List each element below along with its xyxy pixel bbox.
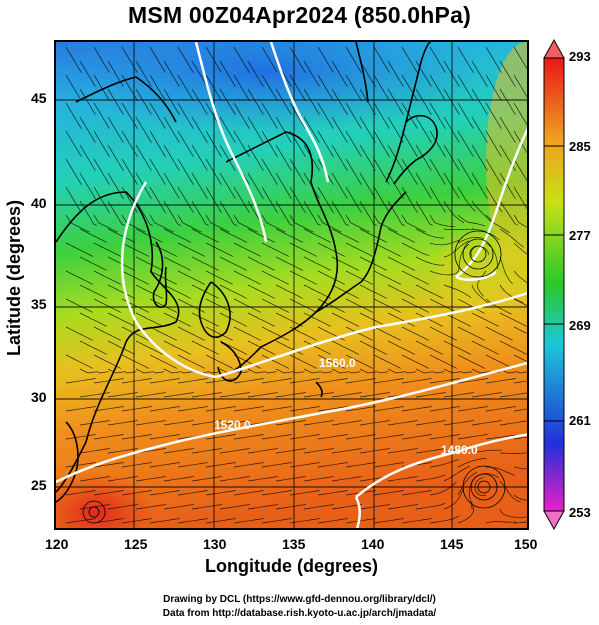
geopotential-contours [56,42,527,528]
x-tick-150: 150 [514,536,538,552]
x-tick-130: 130 [203,536,227,552]
colorbar-tick-253: 253 [569,505,591,520]
colorbar-max-arrow [543,38,565,59]
x-axis-label: Longitude (degrees) [204,556,378,576]
x-tick-145: 145 [440,536,464,552]
temperature-field: 1560.0 1520.0 1480.0 [56,42,527,528]
contour-label-1520: 1520.0 [214,418,251,432]
y-axis-label: Latitude (degrees) [4,199,24,357]
credit-line-1: Drawing by DCL (https://www.gfd-dennou.o… [163,594,436,605]
y-tick-45: 45 [31,90,47,106]
colorbar-tick-293: 293 [569,49,591,64]
colorbar-tick-277: 277 [569,228,591,243]
x-tick-125: 125 [124,536,148,552]
credit-line-2: Data from http://database.rish.kyoto-u.a… [162,608,437,619]
coastlines [56,42,438,503]
colorbar-tick-261: 261 [569,413,591,428]
y-tick-40: 40 [31,195,47,211]
x-tick-120: 120 [45,536,69,552]
colorbar-min-arrow [543,510,565,531]
colorbar [543,38,565,531]
y-tick-35: 35 [31,296,47,312]
map-panel: 1560.0 1520.0 1480.0 [54,40,529,530]
colorbar-tick-269: 269 [569,318,591,333]
contour-label-1480: 1480.0 [441,443,478,457]
chart-title: MSM 00Z04Apr2024 (850.0hPa) [128,2,471,28]
x-tick-135: 135 [282,536,306,552]
contour-label-1560: 1560.0 [319,356,356,370]
wind-streamlines [65,46,527,524]
x-tick-140: 140 [361,536,385,552]
y-tick-25: 25 [31,477,47,493]
low-pressure-swirls [82,230,506,524]
y-tick-30: 30 [31,389,47,405]
colorbar-tick-285: 285 [569,139,591,154]
